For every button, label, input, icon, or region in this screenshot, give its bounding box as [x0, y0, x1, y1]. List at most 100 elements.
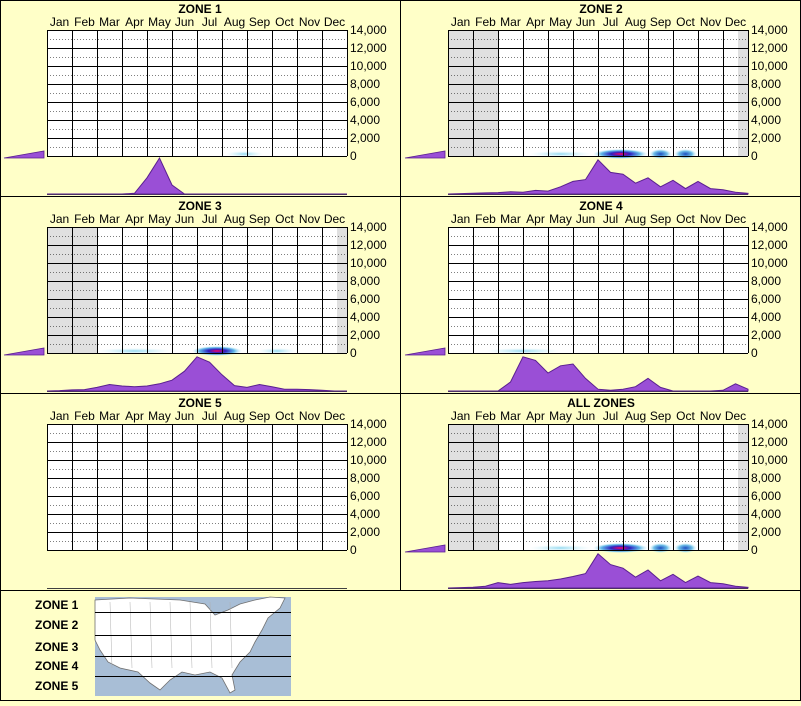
month-label: Mar: [500, 409, 521, 423]
month-label: Nov: [299, 15, 320, 29]
y-tick-label: 12,000: [350, 41, 387, 55]
heat-blob: [529, 151, 592, 157]
y-tick-label: 6,000: [751, 489, 781, 503]
elevation-wedge: [3, 150, 45, 159]
y-tick-label: 6,000: [751, 292, 781, 306]
month-label: Sep: [249, 409, 271, 423]
shaded-month: [738, 30, 748, 156]
shaded-month: [448, 424, 473, 550]
month-label: Jan: [50, 409, 69, 423]
y-tick-label: 8,000: [350, 274, 380, 288]
month-label: Mar: [99, 15, 120, 29]
legend-zone-label: ZONE 5: [35, 679, 79, 693]
month-label: Feb: [74, 15, 95, 29]
legend-zone-label: ZONE 2: [35, 618, 79, 632]
y-tick-label: 0: [350, 346, 357, 360]
month-label: Jan: [50, 212, 69, 226]
y-tick-label: 14,000: [350, 417, 387, 431]
y-tick-label: 14,000: [751, 417, 788, 431]
heat-blob: [225, 151, 264, 157]
y-tick-label: 2,000: [350, 328, 380, 342]
month-label: Sep: [249, 212, 271, 226]
y-tick-label: 10,000: [751, 256, 788, 270]
y-tick-label: 0: [751, 543, 758, 557]
month-label: Nov: [700, 15, 721, 29]
shaded-month: [72, 227, 97, 353]
heat-blob: [649, 149, 672, 159]
month-label: Apr: [125, 15, 144, 29]
month-label: Jan: [50, 15, 69, 29]
month-label: Nov: [700, 409, 721, 423]
y-tick-label: 8,000: [751, 471, 781, 485]
month-label: Dec: [725, 409, 746, 423]
y-tick-label: 12,000: [751, 435, 788, 449]
month-label: Jul: [202, 212, 217, 226]
y-tick-label: 4,000: [751, 507, 781, 521]
y-tick-label: 4,000: [350, 310, 380, 324]
density-curve: [447, 159, 749, 195]
elevation-wedge: [404, 544, 446, 553]
month-label: Jun: [175, 409, 194, 423]
legend-zone-label: ZONE 3: [35, 640, 79, 654]
zone-panel-3: ZONE 3 Jan Feb Mar Apr May Jun Jul Aug Sep Oct Nov D…: [3, 199, 387, 392]
month-label: Sep: [650, 212, 672, 226]
legend-zone-label: ZONE 4: [35, 659, 79, 673]
y-tick-label: 4,000: [751, 310, 781, 324]
month-label: Sep: [249, 15, 271, 29]
y-tick-label: 2,000: [350, 525, 380, 539]
month-label: Jun: [576, 212, 595, 226]
y-tick-label: 10,000: [350, 59, 387, 73]
y-tick-label: 8,000: [751, 77, 781, 91]
y-tick-label: 2,000: [751, 328, 781, 342]
panel-title: ALL ZONES: [567, 396, 635, 410]
zone-legend: ZONE 1 ZONE 2 ZONE 3 ZONE 4 ZONE 5: [35, 596, 291, 696]
month-label: May: [549, 212, 572, 226]
y-tick-label: 8,000: [350, 77, 380, 91]
y-tick-label: 4,000: [350, 507, 380, 521]
month-label: Oct: [676, 409, 695, 423]
heat-blob: [192, 346, 242, 356]
month-label: Feb: [475, 15, 496, 29]
month-label: Jul: [603, 212, 618, 226]
y-tick-label: 0: [751, 149, 758, 163]
density-curve: [448, 356, 749, 392]
us-map-icon: [94, 596, 291, 696]
heat-blob: [593, 543, 648, 553]
heat-blob: [97, 348, 172, 354]
month-label: Dec: [725, 15, 746, 29]
month-label: Jul: [603, 15, 618, 29]
month-label: Apr: [125, 409, 144, 423]
density-curve: [47, 156, 347, 195]
month-label: Mar: [500, 212, 521, 226]
month-label: Oct: [275, 15, 294, 29]
month-label: Feb: [74, 409, 95, 423]
month-label: Apr: [526, 212, 545, 226]
month-label: Dec: [324, 212, 345, 226]
density-curve: [46, 356, 347, 392]
panel-title: ZONE 5: [178, 396, 222, 410]
panel-title: ZONE 3: [178, 199, 222, 213]
month-label: Feb: [475, 212, 496, 226]
month-label: Aug: [224, 15, 245, 29]
month-label: Jan: [451, 212, 470, 226]
panel-title: ZONE 4: [579, 199, 623, 213]
y-tick-label: 10,000: [751, 59, 788, 73]
heat-blob: [529, 545, 592, 551]
month-label: Aug: [224, 212, 245, 226]
y-tick-label: 10,000: [350, 453, 387, 467]
y-tick-label: 0: [751, 346, 758, 360]
shaded-month: [738, 424, 748, 550]
month-label: Sep: [650, 15, 672, 29]
month-label: Feb: [74, 212, 95, 226]
density-curve: [447, 553, 749, 589]
y-tick-label: 6,000: [350, 292, 380, 306]
month-label: Mar: [99, 409, 120, 423]
y-tick-label: 12,000: [350, 238, 387, 252]
month-label: Apr: [526, 15, 545, 29]
y-tick-label: 14,000: [751, 220, 788, 234]
month-label: May: [148, 15, 171, 29]
y-tick-label: 14,000: [350, 220, 387, 234]
y-tick-label: 2,000: [350, 131, 380, 145]
